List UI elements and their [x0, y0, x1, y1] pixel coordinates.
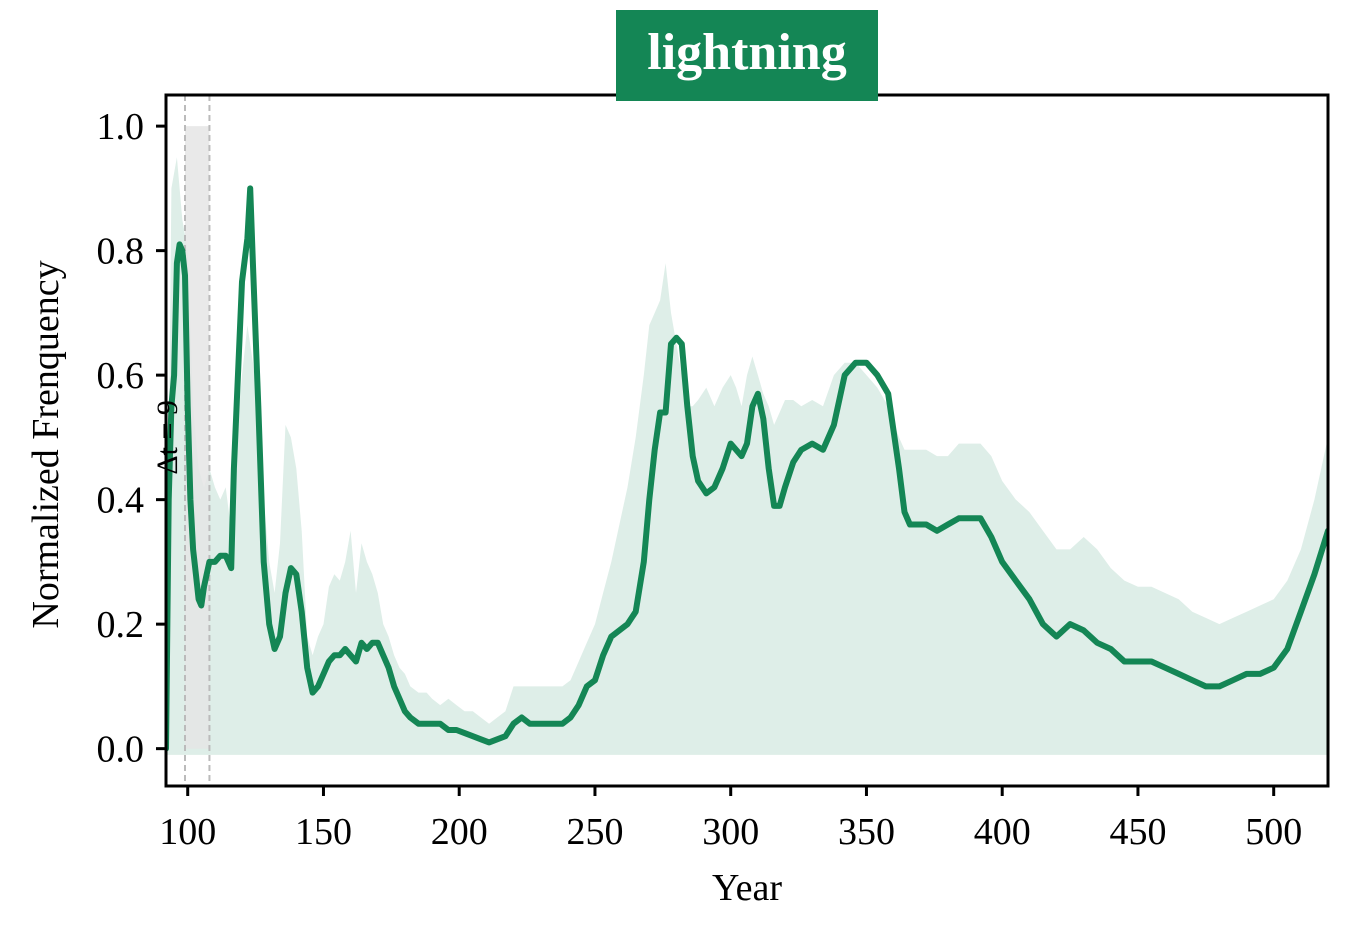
x-tick-label: 300: [702, 811, 759, 853]
x-tick-label: 350: [838, 811, 895, 853]
line-layer: [166, 185, 1328, 752]
range-band: [166, 157, 1328, 755]
x-tick-label: 500: [1245, 811, 1302, 853]
band-layer: [166, 157, 1328, 755]
x-tick-label: 400: [974, 811, 1031, 853]
x-axis-ticks: 100 150 200 250 300 350 400 450 500: [159, 786, 1302, 853]
title-badge: [616, 10, 878, 101]
y-tick-label: 1.0: [97, 106, 145, 148]
y-tick-label: 0.6: [97, 355, 145, 397]
y-tick-label: 0.2: [97, 604, 145, 646]
x-axis-title: Year: [712, 867, 782, 909]
y-axis-ticks: 0.0 0.2 0.4 0.6 0.8 1.0: [97, 106, 166, 771]
y-tick-label: 0.4: [97, 480, 145, 522]
series-line: [166, 185, 1328, 752]
x-tick-label: 450: [1109, 811, 1166, 853]
window-annotation: Δt = 9: [151, 400, 184, 475]
x-tick-label: 200: [431, 811, 488, 853]
y-axis-title: Normalized Frenquency: [25, 260, 67, 628]
chart-title: lightning: [647, 24, 846, 81]
x-tick-label: 150: [295, 811, 352, 853]
y-tick-label: 0.8: [97, 231, 145, 273]
x-tick-label: 250: [566, 811, 623, 853]
y-tick-label: 0.0: [97, 729, 145, 771]
x-tick-label: 100: [159, 811, 216, 853]
